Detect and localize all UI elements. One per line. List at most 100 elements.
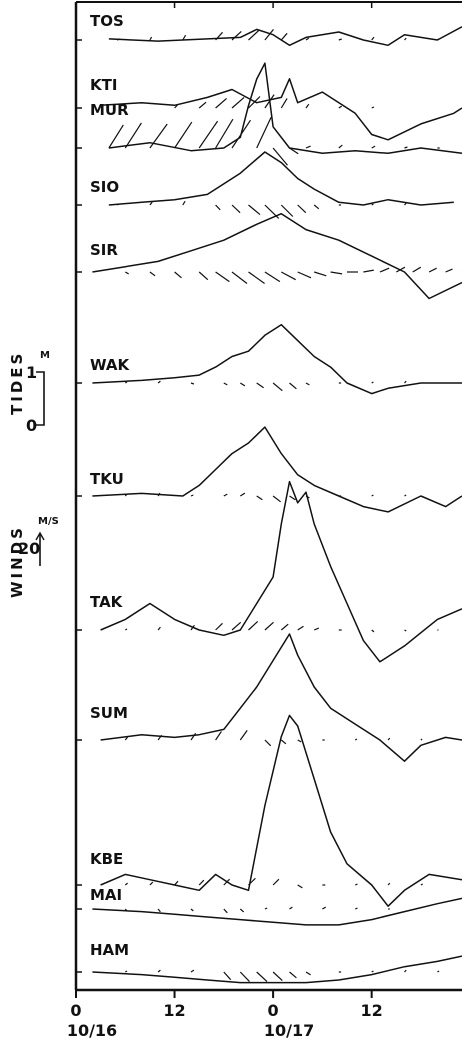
wind-vector [256, 117, 272, 149]
wind-vector [174, 271, 182, 279]
wind-vector [371, 106, 375, 109]
wind-vector [305, 103, 310, 109]
wind-vector [149, 123, 168, 149]
wind-vector [248, 877, 256, 886]
wind-vector [264, 271, 281, 283]
wind-vector [215, 622, 223, 631]
x-date-label-1: 10/17 [264, 1021, 314, 1040]
station-kti: KTI [76, 76, 462, 141]
wind-vector [387, 882, 391, 886]
wind-vector [297, 739, 302, 743]
wind-vector [371, 381, 374, 384]
wind-vector [313, 204, 320, 210]
wind-vector [108, 124, 124, 149]
tide-curve [92, 426, 462, 513]
wind-vector [215, 204, 221, 211]
wind-vector [280, 32, 288, 41]
x-date-label-0: 10/16 [67, 1021, 117, 1040]
tide-curve [92, 323, 462, 395]
tide-scale-unit: M [40, 350, 50, 361]
tide-scale-tick-0: 0 [26, 416, 37, 435]
tide-scale-tick-1: 1 [26, 363, 37, 382]
wind-vector [125, 271, 129, 275]
station-tak: TAK [76, 480, 462, 663]
wind-vector [280, 623, 289, 631]
wind-vector [149, 881, 154, 886]
scale-bars: TIDES M 1 0 WINDS M/S 20 [8, 350, 59, 598]
wind-vector [305, 382, 310, 386]
wind-vector [338, 38, 342, 41]
wind-vector [256, 971, 268, 983]
wind-vector [420, 738, 423, 741]
wind-vector [124, 970, 128, 973]
tide-curve [108, 26, 462, 47]
wind-vector [289, 147, 299, 155]
wind-vector [313, 627, 320, 631]
wind-vector [198, 879, 205, 886]
station-label: TAK [90, 593, 124, 611]
wind-vector [223, 382, 228, 386]
wind-vector [149, 201, 153, 206]
wind-vector [190, 969, 195, 973]
wind-vector [124, 381, 128, 384]
wind-vector [190, 382, 195, 385]
wind-vector [190, 732, 197, 741]
station-sum: SUM [76, 633, 462, 762]
wind-vector [256, 382, 264, 389]
wind-vector [305, 37, 310, 41]
wind-vector [338, 105, 343, 109]
wind-vector [215, 97, 227, 109]
x-ticks: 0 12 0 12 10/16 10/17 [67, 2, 383, 1040]
wind-vector [149, 271, 156, 277]
wind-vector [198, 120, 219, 149]
wind-vector [330, 271, 343, 275]
x-tick-label-2: 0 [268, 1001, 279, 1020]
wind-vector [264, 29, 274, 41]
wind-vector [231, 119, 251, 149]
tide-curve [92, 897, 462, 926]
station-kbe: KBE [76, 714, 462, 907]
wind-vector [124, 736, 129, 741]
wind-vector [124, 882, 128, 886]
tide-curve [92, 955, 462, 984]
wind-vector [280, 739, 287, 745]
wind-vector [223, 878, 231, 886]
wind-vector [248, 29, 260, 41]
wind-vector [371, 970, 374, 973]
wind-vector [371, 494, 374, 497]
wind-vector [174, 104, 178, 109]
x-tick-label-0: 0 [70, 1001, 81, 1020]
wind-vector [223, 908, 228, 914]
wind-vector [305, 145, 311, 149]
tide-curve [92, 212, 462, 300]
wind-vector [412, 266, 422, 273]
wind-vector [354, 738, 358, 741]
wind-vector [231, 271, 248, 284]
wind-vector [174, 880, 179, 886]
station-sir: SIR [76, 212, 462, 300]
tide-curve [100, 633, 462, 762]
wind-vector [379, 267, 390, 273]
wind-vector [157, 492, 161, 497]
tide-curve [100, 78, 462, 141]
station-label: KTI [90, 76, 117, 94]
wind-vector [149, 36, 153, 41]
winds-panel-label: WINDS [8, 525, 26, 598]
station-label: SIR [90, 241, 118, 259]
tide-scale-bar [36, 371, 45, 426]
wind-vector [289, 382, 297, 390]
wind-vector [280, 98, 288, 109]
wind-vector [354, 883, 358, 886]
station-mur: MUR [76, 62, 462, 166]
wind-vector [272, 495, 281, 503]
wind-vector [124, 628, 128, 631]
wind-vector [231, 621, 242, 631]
wind-vector [437, 970, 440, 973]
wind-vector [297, 271, 312, 279]
station-label: HAM [90, 941, 129, 959]
wind-vector [371, 629, 375, 633]
wind-vector [371, 203, 374, 206]
tide-curve [100, 480, 462, 663]
station-tku: TKU [76, 426, 462, 513]
wind-vector [157, 969, 161, 973]
